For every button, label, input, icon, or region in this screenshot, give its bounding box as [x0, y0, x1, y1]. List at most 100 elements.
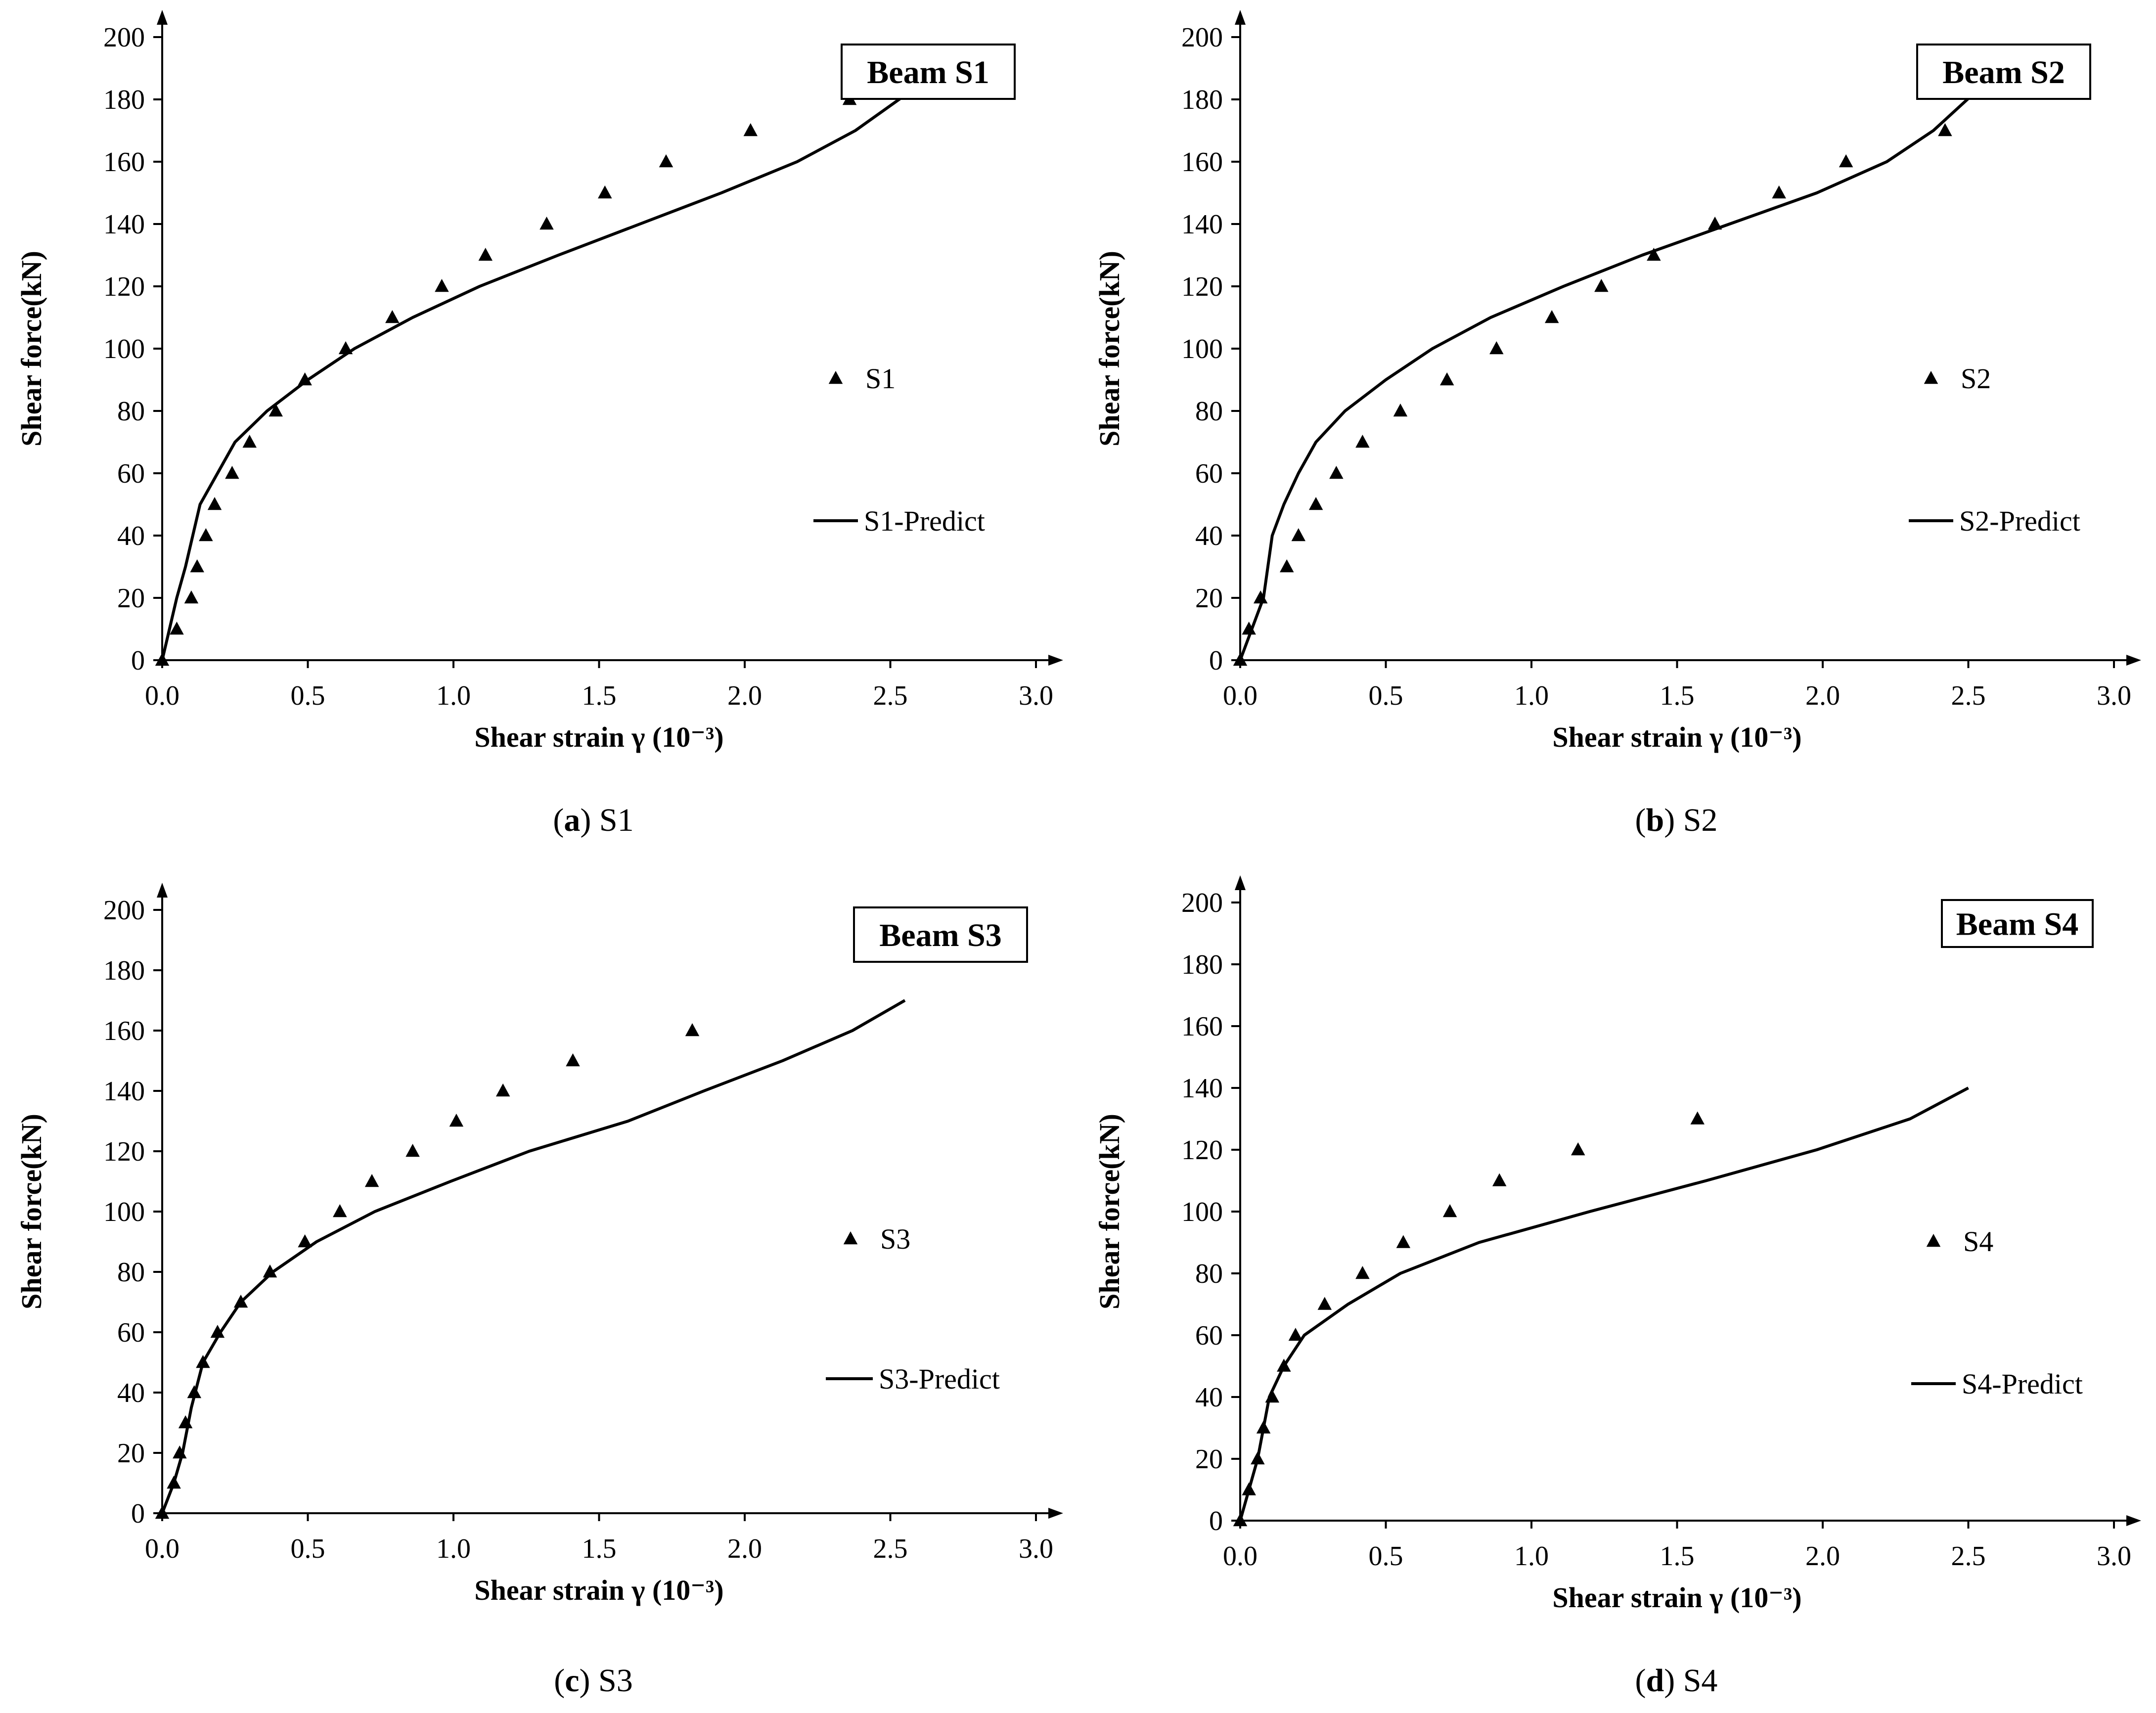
data-point-marker: [1442, 1204, 1457, 1217]
x-tick-label: 1.5: [1660, 1541, 1695, 1572]
x-tick-label: 3.0: [1019, 1533, 1053, 1564]
data-point-marker: [155, 1506, 170, 1519]
x-axis-arrow-icon: [2126, 655, 2141, 666]
x-tick-label: 1.5: [582, 1533, 617, 1564]
x-tick-label: 2.0: [727, 1533, 762, 1564]
data-point-marker: [1308, 497, 1323, 510]
x-axis-title: Shear strain γ (10⁻³): [1552, 721, 1801, 753]
y-axis-arrow-icon: [1235, 875, 1246, 890]
data-point-marker: [743, 123, 758, 136]
chart-title: Beam S2: [1942, 54, 2065, 90]
data-point-marker: [233, 1295, 248, 1308]
data-point-marker: [1938, 123, 1952, 136]
y-tick-label: 120: [1181, 271, 1223, 302]
y-tick-label: 0: [131, 1498, 145, 1529]
data-point-marker: [178, 1415, 193, 1429]
data-point-marker: [1277, 1358, 1291, 1372]
y-tick-label: 60: [117, 1317, 145, 1348]
data-point-marker: [1265, 1390, 1280, 1403]
data-point-marker: [1233, 653, 1248, 666]
y-tick-label: 180: [1181, 85, 1223, 115]
y-tick-label: 80: [1195, 1259, 1223, 1289]
y-tick-label: 60: [117, 458, 145, 489]
data-point-marker: [478, 248, 493, 261]
x-tick-label: 1.0: [436, 680, 471, 711]
data-point-marker: [173, 1445, 187, 1459]
y-tick-label: 20: [1195, 1444, 1223, 1475]
title-box: [1916, 44, 2091, 100]
title-box: [841, 44, 1016, 100]
data-point-marker: [225, 466, 239, 479]
data-point-marker: [210, 1325, 225, 1338]
legend-label-measured: S2: [1961, 362, 1991, 395]
data-point-marker: [187, 1385, 202, 1398]
y-tick-label: 0: [1209, 1506, 1223, 1536]
y-tick-label: 180: [1181, 949, 1223, 980]
data-point-marker: [333, 1204, 347, 1217]
y-tick-label: 40: [1195, 521, 1223, 551]
y-tick-label: 140: [1181, 1073, 1223, 1104]
y-tick-label: 60: [1195, 458, 1223, 489]
x-tick-label: 1.0: [1514, 1541, 1549, 1572]
data-point-marker: [449, 1114, 464, 1127]
x-tick-label: 2.5: [873, 680, 908, 711]
x-axis-arrow-icon: [2126, 1515, 2141, 1526]
y-tick-label: 200: [1181, 888, 1223, 918]
data-point-marker: [1233, 1513, 1248, 1527]
data-point-marker: [1439, 372, 1454, 386]
chart-panel-b: 0 20 40 60 80 100 120 140 160 180 200 0.0 0.5 1.0 1.5 2…: [1093, 10, 2141, 838]
data-point-marker: [263, 1264, 277, 1278]
x-tick-label: 1.0: [1514, 680, 1549, 711]
data-point-marker: [196, 1355, 210, 1368]
x-tick-label: 2.5: [873, 1533, 908, 1564]
data-point-marker: [566, 1053, 580, 1067]
panel-caption: (b) S2: [1635, 802, 1718, 838]
data-point-marker: [1647, 248, 1661, 261]
y-axis-title: Shear force(kN): [1093, 251, 1125, 447]
data-point-marker: [1544, 310, 1559, 323]
data-point-marker: [1355, 1266, 1370, 1279]
x-tick-label: 0.5: [1369, 1541, 1403, 1572]
chart-title: Beam S3: [879, 917, 1002, 953]
y-axis-arrow-icon: [157, 883, 168, 898]
x-axis-arrow-icon: [1048, 1508, 1063, 1519]
x-tick-label: 0.0: [145, 1533, 180, 1564]
legend-marker-icon: [1926, 1234, 1941, 1247]
data-point-marker: [298, 372, 312, 386]
data-point-marker: [1355, 435, 1370, 448]
data-point-marker: [659, 154, 674, 168]
y-tick-label: 200: [103, 22, 145, 53]
data-point-marker: [1571, 1142, 1585, 1156]
x-axis-title: Shear strain γ (10⁻³): [1552, 1581, 1801, 1614]
y-tick-label: 80: [117, 1257, 145, 1288]
y-tick-label: 20: [1195, 583, 1223, 614]
x-tick-label: 1.5: [582, 680, 617, 711]
data-point-marker: [1291, 528, 1306, 541]
data-point-marker: [1492, 1173, 1507, 1186]
x-tick-label: 3.0: [1019, 680, 1053, 711]
x-axis-arrow-icon: [1048, 655, 1063, 666]
y-tick-label: 200: [103, 895, 145, 926]
y-tick-label: 140: [103, 1076, 145, 1107]
y-tick-label: 80: [117, 396, 145, 427]
y-axis-arrow-icon: [1235, 10, 1246, 25]
panel-caption: (c) S3: [554, 1663, 632, 1699]
data-point-marker: [190, 559, 204, 573]
y-tick-label: 0: [131, 645, 145, 676]
predict-series-line: [161, 91, 909, 661]
legend-marker-icon: [843, 1231, 858, 1245]
legend-marker-icon: [828, 371, 843, 384]
legend-label-measured: S1: [865, 362, 896, 395]
data-point-marker: [1594, 279, 1609, 292]
y-tick-label: 120: [103, 271, 145, 302]
y-axis-title: Shear force(kN): [1093, 1114, 1125, 1309]
y-tick-label: 40: [1195, 1382, 1223, 1413]
data-point-marker: [1253, 590, 1268, 604]
chart-panel-c: 0 20 40 60 80 100 120 140 160 180 200 0.0 0.5 1.0 1.5 2…: [15, 883, 1063, 1699]
data-point-marker: [598, 185, 612, 199]
data-point-marker: [155, 653, 170, 666]
x-tick-label: 1.5: [1660, 680, 1695, 711]
y-tick-label: 160: [1181, 147, 1223, 178]
x-tick-label: 3.0: [2097, 1541, 2131, 1572]
